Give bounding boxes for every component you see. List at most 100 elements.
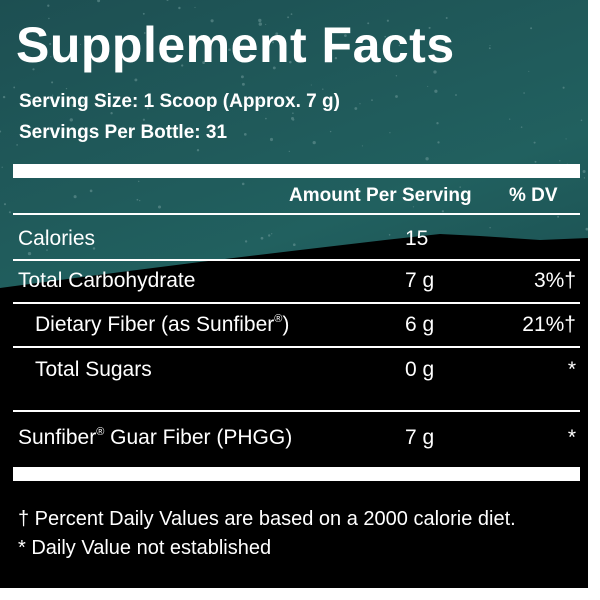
sky-speck bbox=[258, 18, 262, 23]
row-label-total-sugars: Total Sugars bbox=[35, 358, 152, 381]
sky-speck bbox=[162, 94, 164, 97]
sky-speck bbox=[268, 234, 271, 237]
thick-rule-top bbox=[13, 164, 580, 178]
sky-speck bbox=[258, 100, 261, 103]
sky-speck bbox=[63, 128, 66, 131]
sky-specks bbox=[0, 0, 589, 266]
sky-speck bbox=[69, 118, 73, 122]
sky-speck bbox=[241, 182, 245, 186]
sky-speck bbox=[125, 104, 129, 108]
sky-speck bbox=[288, 150, 290, 153]
sky-speck bbox=[287, 16, 290, 19]
sky-speck bbox=[488, 47, 491, 50]
sky-speck bbox=[29, 98, 32, 101]
sky-speck bbox=[290, 13, 293, 15]
sky-speck bbox=[73, 195, 77, 199]
sky-speck bbox=[146, 107, 150, 110]
sky-speck bbox=[292, 243, 296, 247]
row-dv-sunfiber-guar-fiber: * bbox=[567, 426, 576, 449]
sky-speck bbox=[181, 64, 184, 67]
sky-speck bbox=[81, 100, 86, 104]
dark-hill bbox=[0, 234, 588, 600]
rule-before-sunfiber bbox=[13, 410, 580, 412]
sky-speck bbox=[389, 132, 391, 134]
sky-speck bbox=[528, 70, 530, 72]
sky-speck bbox=[92, 247, 96, 250]
sky-speck bbox=[386, 19, 389, 22]
sky-speck bbox=[329, 130, 332, 133]
sky-speck bbox=[455, 94, 457, 96]
rule-under-header bbox=[13, 213, 580, 215]
sky-speck bbox=[260, 236, 264, 240]
sky-speck bbox=[534, 160, 537, 163]
sky-speck bbox=[530, 27, 533, 30]
sky-speck bbox=[143, 32, 146, 34]
frame-right-edge bbox=[588, 0, 600, 600]
sky-speck bbox=[557, 215, 560, 218]
sky-speck bbox=[310, 84, 312, 86]
sky-speck bbox=[52, 94, 54, 96]
sky-speck bbox=[196, 149, 200, 152]
sky-speck bbox=[50, 56, 52, 58]
sky-speck bbox=[272, 66, 276, 70]
row-label-dietary-fiber: Dietary Fiber (as Sunfiber®) bbox=[35, 313, 290, 336]
row-label-sunfiber-guar-fiber: Sunfiber® Guar Fiber (PHGG) bbox=[18, 426, 293, 449]
sky-speck bbox=[166, 0, 169, 2]
footnote-daily-values: † Percent Daily Values are based on a 20… bbox=[18, 508, 516, 530]
sky-speck bbox=[292, 118, 295, 121]
sky-speck bbox=[565, 138, 567, 140]
row-dv-total-carbohydrate: 3%† bbox=[533, 269, 576, 292]
serving-size: Serving Size: 1 Scoop (Approx. 7 g) bbox=[19, 91, 340, 112]
sky-speck bbox=[465, 190, 468, 192]
sky-speck bbox=[16, 144, 18, 146]
sky-speck bbox=[388, 234, 391, 236]
row-amount-calories: 15 bbox=[405, 227, 429, 250]
sky-speck bbox=[269, 137, 274, 142]
sky-speck bbox=[97, 0, 101, 3]
servings-per-bottle: Servings Per Bottle: 31 bbox=[19, 122, 228, 143]
sky-speck bbox=[344, 34, 347, 37]
sky-speck bbox=[445, 17, 448, 19]
sky-speck bbox=[202, 61, 205, 64]
sky-speck bbox=[1, 166, 3, 168]
sky-speck bbox=[436, 122, 439, 125]
sky-speck bbox=[240, 75, 244, 79]
sky-speck bbox=[84, 38, 86, 41]
sky-speck bbox=[359, 103, 361, 105]
panel-title: Supplement Facts bbox=[16, 17, 455, 73]
sky-speck bbox=[228, 48, 231, 51]
sky-speck bbox=[139, 199, 141, 202]
row-amount-dietary-fiber: 6 g bbox=[405, 313, 435, 336]
sky-speck bbox=[136, 198, 139, 201]
sky-speck bbox=[384, 35, 386, 38]
sky-speck bbox=[489, 44, 491, 47]
sky-speck bbox=[69, 241, 73, 244]
rule-after-dietary-fiber bbox=[13, 346, 580, 348]
sky-speck bbox=[398, 44, 401, 47]
sky-speck bbox=[275, 32, 279, 36]
sky-speck bbox=[71, 103, 75, 107]
sky-speck bbox=[65, 87, 68, 90]
sky-speck bbox=[425, 157, 429, 161]
sky-speck bbox=[110, 112, 113, 115]
sky-speck bbox=[520, 126, 523, 128]
sky-speck bbox=[47, 4, 50, 7]
sky-speck bbox=[49, 42, 52, 46]
thick-rule-bottom bbox=[13, 467, 580, 481]
sky-speck bbox=[243, 133, 247, 136]
sky-speck bbox=[142, 118, 146, 121]
sky-speck bbox=[585, 227, 589, 231]
rule-after-total-carbohydrate bbox=[13, 302, 580, 304]
row-amount-total-sugars: 0 g bbox=[405, 358, 435, 381]
row-label-total-carbohydrate: Total Carbohydrate bbox=[18, 269, 196, 292]
sky-speck bbox=[509, 118, 511, 120]
sky-speck bbox=[562, 86, 565, 89]
sky-speck bbox=[361, 145, 363, 147]
sky-speck bbox=[142, 12, 145, 15]
sky-speck bbox=[367, 22, 370, 25]
sky-speck bbox=[412, 206, 415, 208]
sky-speck bbox=[434, 89, 438, 93]
header-percent-dv: % DV bbox=[509, 185, 558, 206]
